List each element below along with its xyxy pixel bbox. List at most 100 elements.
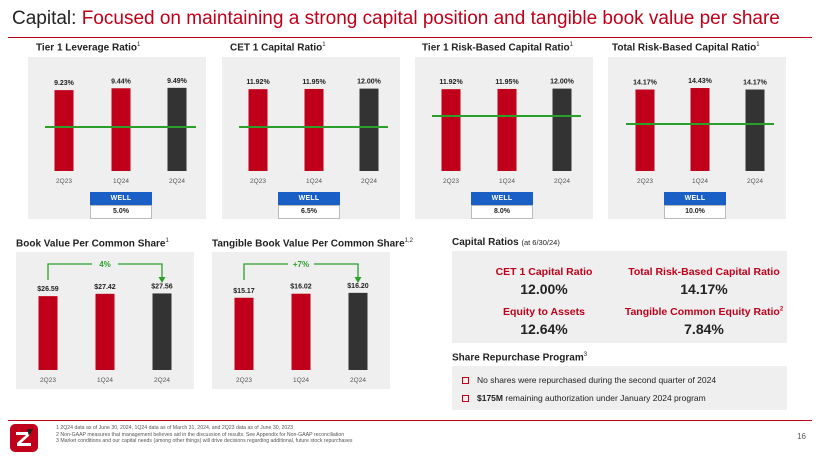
share-repurchase-item: $175M remaining authorization under Janu…	[462, 393, 706, 403]
chart-total-risk: 14.17% 2Q23 14.43% 1Q24 14.17% 2Q24	[626, 78, 774, 185]
capital-ratio-value: 12.64%	[520, 321, 568, 337]
chart-title-tier1-risk: Tier 1 Risk-Based Capital Ratio1	[422, 42, 573, 54]
chart-tier1-risk: 11.92% 2Q23 11.95% 1Q24 12.00% 2Q24	[432, 79, 581, 185]
data-label: 9.23%	[54, 80, 75, 87]
category-label: 2Q23	[443, 178, 459, 185]
capital-ratio-label: Total Risk-Based Capital Ratio	[628, 266, 780, 278]
footnotes: 1 2Q24 data as of June 30, 2024, 1Q24 da…	[56, 425, 352, 445]
page-title: Capital: Focused on maintaining a strong…	[12, 8, 780, 30]
data-label: 9.49%	[167, 78, 188, 85]
data-label: 9.44%	[111, 78, 132, 85]
category-label: 2Q24	[747, 178, 763, 185]
data-label: $27.56	[151, 283, 173, 290]
arrowhead-icon	[158, 277, 166, 283]
chart-tangible-book-value: $15.17 2Q23 $16.02 1Q24 $16.20 2Q24 +7%	[233, 258, 369, 384]
chart-panel-tier1-risk: 11.92% 2Q23 11.95% 1Q24 12.00% 2Q24 WELL CAPI…	[415, 57, 593, 219]
share-repurchase-panel: No shares were repurchased during the se…	[452, 366, 787, 410]
footnote-1: 1 2Q24 data as of June 30, 2024, 1Q24 da…	[56, 425, 294, 431]
capital-ratio-value: 12.00%	[520, 281, 568, 297]
category-label: 1Q24	[692, 178, 708, 185]
page-number: 16	[797, 432, 806, 441]
data-label: 11.95%	[302, 79, 326, 86]
data-label: 14.43%	[688, 78, 713, 85]
chart-title-cet1: CET 1 Capital Ratio1	[230, 42, 326, 54]
bar-2Q23	[234, 297, 254, 370]
bar-2Q24	[359, 88, 379, 171]
bar-2Q23	[248, 89, 268, 171]
zions-logo-icon	[10, 424, 38, 452]
chart-title-book-value: Book Value Per Common Share1	[16, 238, 169, 250]
category-label: 2Q24	[361, 178, 377, 185]
capital-ratio-item: CET 1 Capital Ratio 12.00%	[464, 266, 624, 297]
bar-2Q23	[635, 89, 655, 171]
category-label: 2Q23	[637, 178, 653, 185]
well-capitalized-value: 5.0%	[90, 205, 152, 219]
data-label: 14.17%	[633, 80, 658, 87]
bar-2Q23	[54, 90, 74, 171]
change-label: 4%	[99, 260, 111, 269]
footnote-2: 2 Non-GAAP measures that management beli…	[56, 431, 345, 438]
well-capitalized-value: 10.0%	[664, 205, 726, 219]
share-repurchase-item: No shares were repurchased during the se…	[462, 375, 716, 385]
bar-2Q24	[552, 88, 572, 171]
data-label: 11.92%	[439, 79, 463, 86]
capital-ratio-label: Tangible Common Equity Ratio2	[624, 306, 784, 318]
bar-2Q24	[167, 87, 187, 171]
well-capitalized-value: 6.5%	[278, 205, 340, 219]
capital-ratio-label: CET 1 Capital Ratio	[495, 266, 593, 278]
data-label: 14.17%	[743, 80, 768, 87]
chart-panel-tier1-leverage: 9.23% 2Q23 9.44% 1Q24 9.49% 2Q24 WELL CAPITAL…	[28, 57, 206, 219]
data-label: 11.95%	[495, 79, 519, 86]
category-label: 1Q24	[293, 377, 309, 384]
category-label: 2Q23	[250, 178, 266, 185]
data-label: 11.92%	[246, 79, 270, 86]
capital-ratio-item: Total Risk-Based Capital Ratio 14.17%	[624, 266, 784, 297]
well-capitalized-label: WELL CAPITALIZED	[664, 192, 726, 215]
capital-ratios-heading: Capital Ratios (at 6/30/24)	[452, 237, 560, 248]
category-label: 1Q24	[499, 178, 515, 185]
bar-1Q24	[304, 88, 324, 171]
data-label: 12.00%	[357, 79, 382, 86]
bar-2Q23	[441, 89, 461, 171]
chart-panel-cet1: 11.92% 2Q23 11.95% 1Q24 12.00% 2Q24 WELL CAPI…	[222, 57, 400, 219]
change-label-bg	[288, 258, 314, 270]
bar-1Q24	[95, 293, 115, 370]
well-capitalized-label: WELL CAPITALIZED	[90, 192, 152, 215]
chart-title-tier1-leverage: Tier 1 Leverage Ratio1	[36, 42, 141, 54]
well-capitalized-label: WELL CAPITALIZED	[278, 192, 340, 215]
data-label: $26.59	[37, 286, 59, 293]
chart-cet1: 11.92% 2Q23 11.95% 1Q24 12.00% 2Q24	[239, 79, 388, 185]
bar-2Q24	[152, 293, 172, 370]
arrowhead-icon	[354, 277, 362, 283]
chart-tier1-leverage: 9.23% 2Q23 9.44% 1Q24 9.49% 2Q24	[45, 78, 196, 185]
share-repurchase-heading: Share Repurchase Program3	[452, 352, 588, 364]
capital-ratio-value: 14.17%	[680, 281, 728, 297]
category-label: 1Q24	[97, 377, 113, 384]
data-label: $15.17	[233, 288, 255, 295]
change-label-bg	[92, 258, 118, 270]
chart-panel-total-risk: 14.17% 2Q23 14.43% 1Q24 14.17% 2Q24 WELL CAPI…	[608, 57, 786, 219]
title-prefix: Capital:	[12, 8, 77, 29]
data-label: $16.20	[347, 283, 369, 290]
bar-1Q24	[111, 88, 131, 171]
capital-ratios-panel: CET 1 Capital Ratio 12.00% Total Risk-Ba…	[452, 251, 787, 343]
title-rest: Focused on maintaining a strong capital …	[81, 8, 780, 29]
data-label: 12.00%	[550, 79, 575, 86]
checkbox-bullet-icon	[462, 377, 469, 384]
capital-ratio-item: Equity to Assets 12.64%	[464, 306, 624, 337]
capital-ratio-label: Equity to Assets	[503, 306, 585, 318]
bar-1Q24	[291, 293, 311, 370]
category-label: 2Q23	[236, 377, 252, 384]
well-capitalized-value: 8.0%	[471, 205, 533, 219]
change-label: +7%	[293, 260, 309, 269]
title-divider	[8, 37, 812, 38]
bar-1Q24	[497, 88, 517, 171]
well-capitalized-label: WELL CAPITALIZED	[471, 192, 533, 215]
category-label: 2Q23	[40, 377, 56, 384]
category-label: 2Q24	[350, 377, 366, 384]
category-label: 1Q24	[113, 178, 129, 185]
category-label: 2Q24	[169, 178, 185, 185]
category-label: 1Q24	[306, 178, 322, 185]
footnote-3: 3 Market conditions and our capital need…	[56, 438, 353, 444]
capital-ratio-value: 7.84%	[684, 321, 724, 337]
